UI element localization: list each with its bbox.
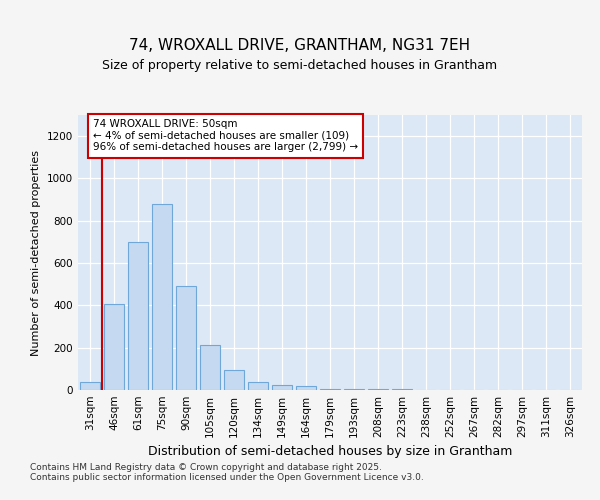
Text: Contains HM Land Registry data © Crown copyright and database right 2025.
Contai: Contains HM Land Registry data © Crown c… <box>30 463 424 482</box>
Bar <box>224 370 244 390</box>
X-axis label: Distribution of semi-detached houses by size in Grantham: Distribution of semi-detached houses by … <box>148 446 512 458</box>
Bar <box>248 382 268 390</box>
Text: 74, WROXALL DRIVE, GRANTHAM, NG31 7EH: 74, WROXALL DRIVE, GRANTHAM, NG31 7EH <box>130 38 470 52</box>
Bar <box>200 344 220 390</box>
Bar <box>80 382 100 390</box>
Bar <box>344 389 364 390</box>
Text: Size of property relative to semi-detached houses in Grantham: Size of property relative to semi-detach… <box>103 60 497 72</box>
Bar <box>296 386 316 390</box>
Bar <box>152 204 172 390</box>
Bar <box>128 242 148 390</box>
Bar <box>104 304 124 390</box>
Text: 74 WROXALL DRIVE: 50sqm
← 4% of semi-detached houses are smaller (109)
96% of se: 74 WROXALL DRIVE: 50sqm ← 4% of semi-det… <box>93 119 358 152</box>
Bar <box>176 286 196 390</box>
Bar <box>272 384 292 390</box>
Y-axis label: Number of semi-detached properties: Number of semi-detached properties <box>31 150 41 356</box>
Bar <box>320 389 340 390</box>
Bar <box>368 389 388 390</box>
